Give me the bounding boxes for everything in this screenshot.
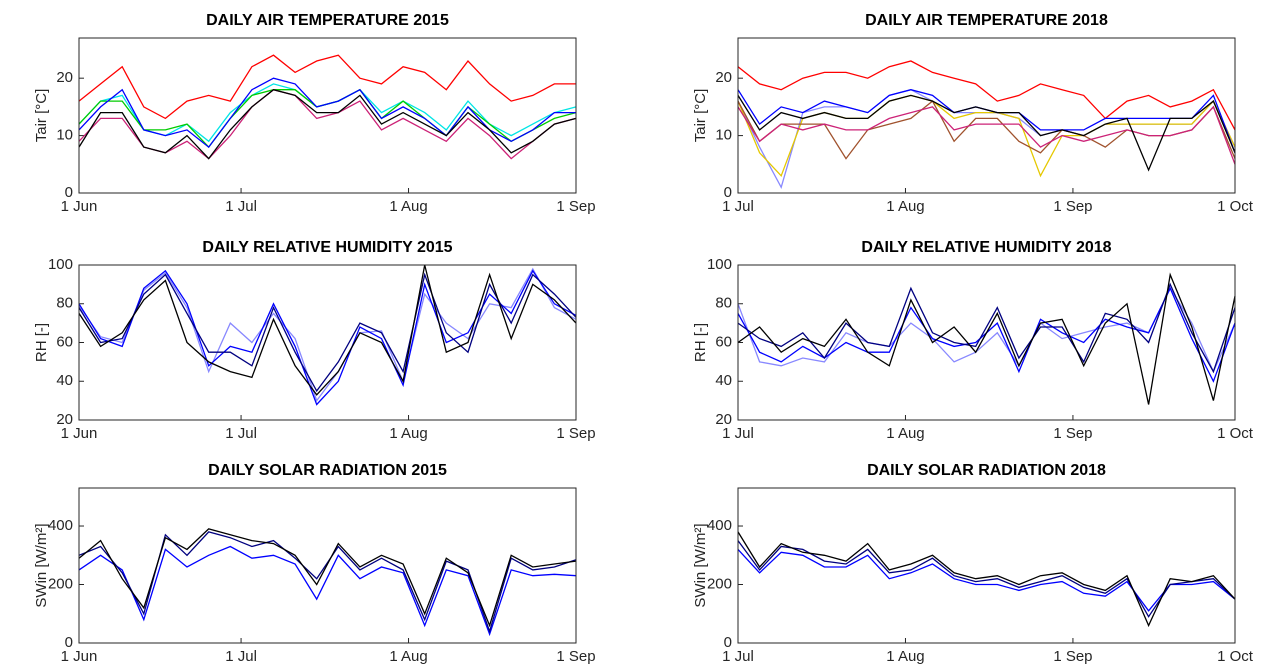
x-tick-label: 1 Jul: [225, 648, 257, 665]
x-tick-label: 1 Aug: [886, 425, 924, 442]
axes-box: [737, 264, 1236, 421]
y-tick-label: 60: [56, 333, 73, 350]
axes-box: [737, 37, 1236, 194]
x-tick-label: 1 Sep: [1053, 425, 1092, 442]
plot-area: [79, 488, 576, 643]
chart-title: DAILY AIR TEMPERATURE 2018: [865, 12, 1108, 29]
x-tick-label: 1 Aug: [389, 425, 427, 442]
y-tick-label: 80: [715, 295, 732, 312]
chart-title: DAILY SOLAR RADIATION 2015: [208, 462, 447, 479]
data-line: [78, 269, 577, 406]
x-tick-label: 1 Jul: [225, 198, 257, 215]
y-tick-label: 20: [715, 69, 732, 86]
plot-area: [79, 265, 576, 420]
y-tick-label: 100: [707, 256, 732, 273]
plot-area: [738, 38, 1235, 193]
y-tick-label: 20: [715, 411, 732, 428]
data-line: [78, 264, 577, 396]
data-line: [737, 105, 1236, 165]
data-line: [78, 272, 577, 393]
y-tick-label: 40: [56, 372, 73, 389]
data-line: [78, 88, 577, 160]
axes-box: [78, 487, 577, 644]
x-tick-label: 1 Oct: [1217, 198, 1254, 215]
x-tick-label: 1 Aug: [389, 648, 427, 665]
chart-title: DAILY AIR TEMPERATURE 2015: [206, 12, 449, 29]
y-tick-label: 0: [724, 184, 732, 201]
x-tick-label: 1 Aug: [886, 198, 924, 215]
x-tick-label: 1 Jun: [61, 198, 98, 215]
y-tick-label: 100: [48, 256, 73, 273]
y-tick-label: 200: [48, 575, 73, 592]
data-line: [737, 272, 1236, 405]
data-line: [78, 528, 577, 628]
x-tick-label: 1 Jul: [225, 425, 257, 442]
y-tick-label: 80: [56, 295, 73, 312]
x-tick-label: 1 Jul: [722, 648, 754, 665]
y-tick-label: 200: [707, 575, 732, 592]
data-line: [78, 545, 577, 637]
axes-box: [737, 487, 1236, 644]
x-tick-label: 1 Jul: [722, 425, 754, 442]
axes-box: [78, 37, 577, 194]
plot-area: [738, 488, 1235, 643]
data-line: [737, 60, 1236, 131]
y-tick-label: 60: [715, 333, 732, 350]
data-line: [737, 540, 1236, 618]
y-axis-label: RH [-]: [692, 323, 709, 362]
data-line: [78, 54, 576, 120]
y-tick-label: 0: [65, 634, 73, 651]
x-tick-label: 1 Sep: [556, 648, 595, 665]
axes-box: [78, 264, 577, 421]
x-tick-label: 1 Oct: [1217, 425, 1254, 442]
data-line: [737, 548, 1236, 612]
data-line: [737, 282, 1236, 374]
x-tick-label: 1 Jun: [61, 648, 98, 665]
y-axis-label: Tair [°C]: [33, 89, 50, 143]
y-tick-label: 20: [56, 411, 73, 428]
x-tick-label: 1 Sep: [556, 425, 595, 442]
x-tick-label: 1 Aug: [886, 648, 924, 665]
y-axis-label: RH [-]: [33, 323, 50, 362]
chart-title: DAILY SOLAR RADIATION 2018: [867, 462, 1106, 479]
data-line: [737, 531, 1236, 628]
y-tick-label: 10: [715, 127, 732, 144]
x-tick-label: 1 Sep: [556, 198, 595, 215]
y-tick-label: 10: [56, 127, 73, 144]
x-tick-label: 1 Jun: [61, 425, 98, 442]
y-tick-label: 20: [56, 69, 73, 86]
data-line: [737, 94, 1236, 172]
x-tick-label: 1 Aug: [389, 198, 427, 215]
chart-title: DAILY RELATIVE HUMIDITY 2018: [861, 239, 1111, 256]
chart-title: DAILY RELATIVE HUMIDITY 2015: [202, 239, 452, 256]
y-tick-label: 0: [65, 184, 73, 201]
data-line: [78, 267, 577, 402]
x-tick-label: 1 Oct: [1217, 648, 1254, 665]
x-tick-label: 1 Sep: [1053, 648, 1092, 665]
y-tick-label: 400: [707, 517, 732, 534]
y-axis-label: SWin [W/m²]: [33, 523, 50, 607]
y-tick-label: 0: [724, 634, 732, 651]
y-axis-label: Tair [°C]: [692, 89, 709, 143]
x-tick-label: 1 Jul: [722, 198, 754, 215]
data-line: [78, 77, 576, 149]
y-tick-label: 40: [715, 372, 732, 389]
x-tick-label: 1 Sep: [1053, 198, 1092, 215]
y-tick-label: 400: [48, 517, 73, 534]
y-axis-label: SWin [W/m²]: [692, 523, 709, 607]
